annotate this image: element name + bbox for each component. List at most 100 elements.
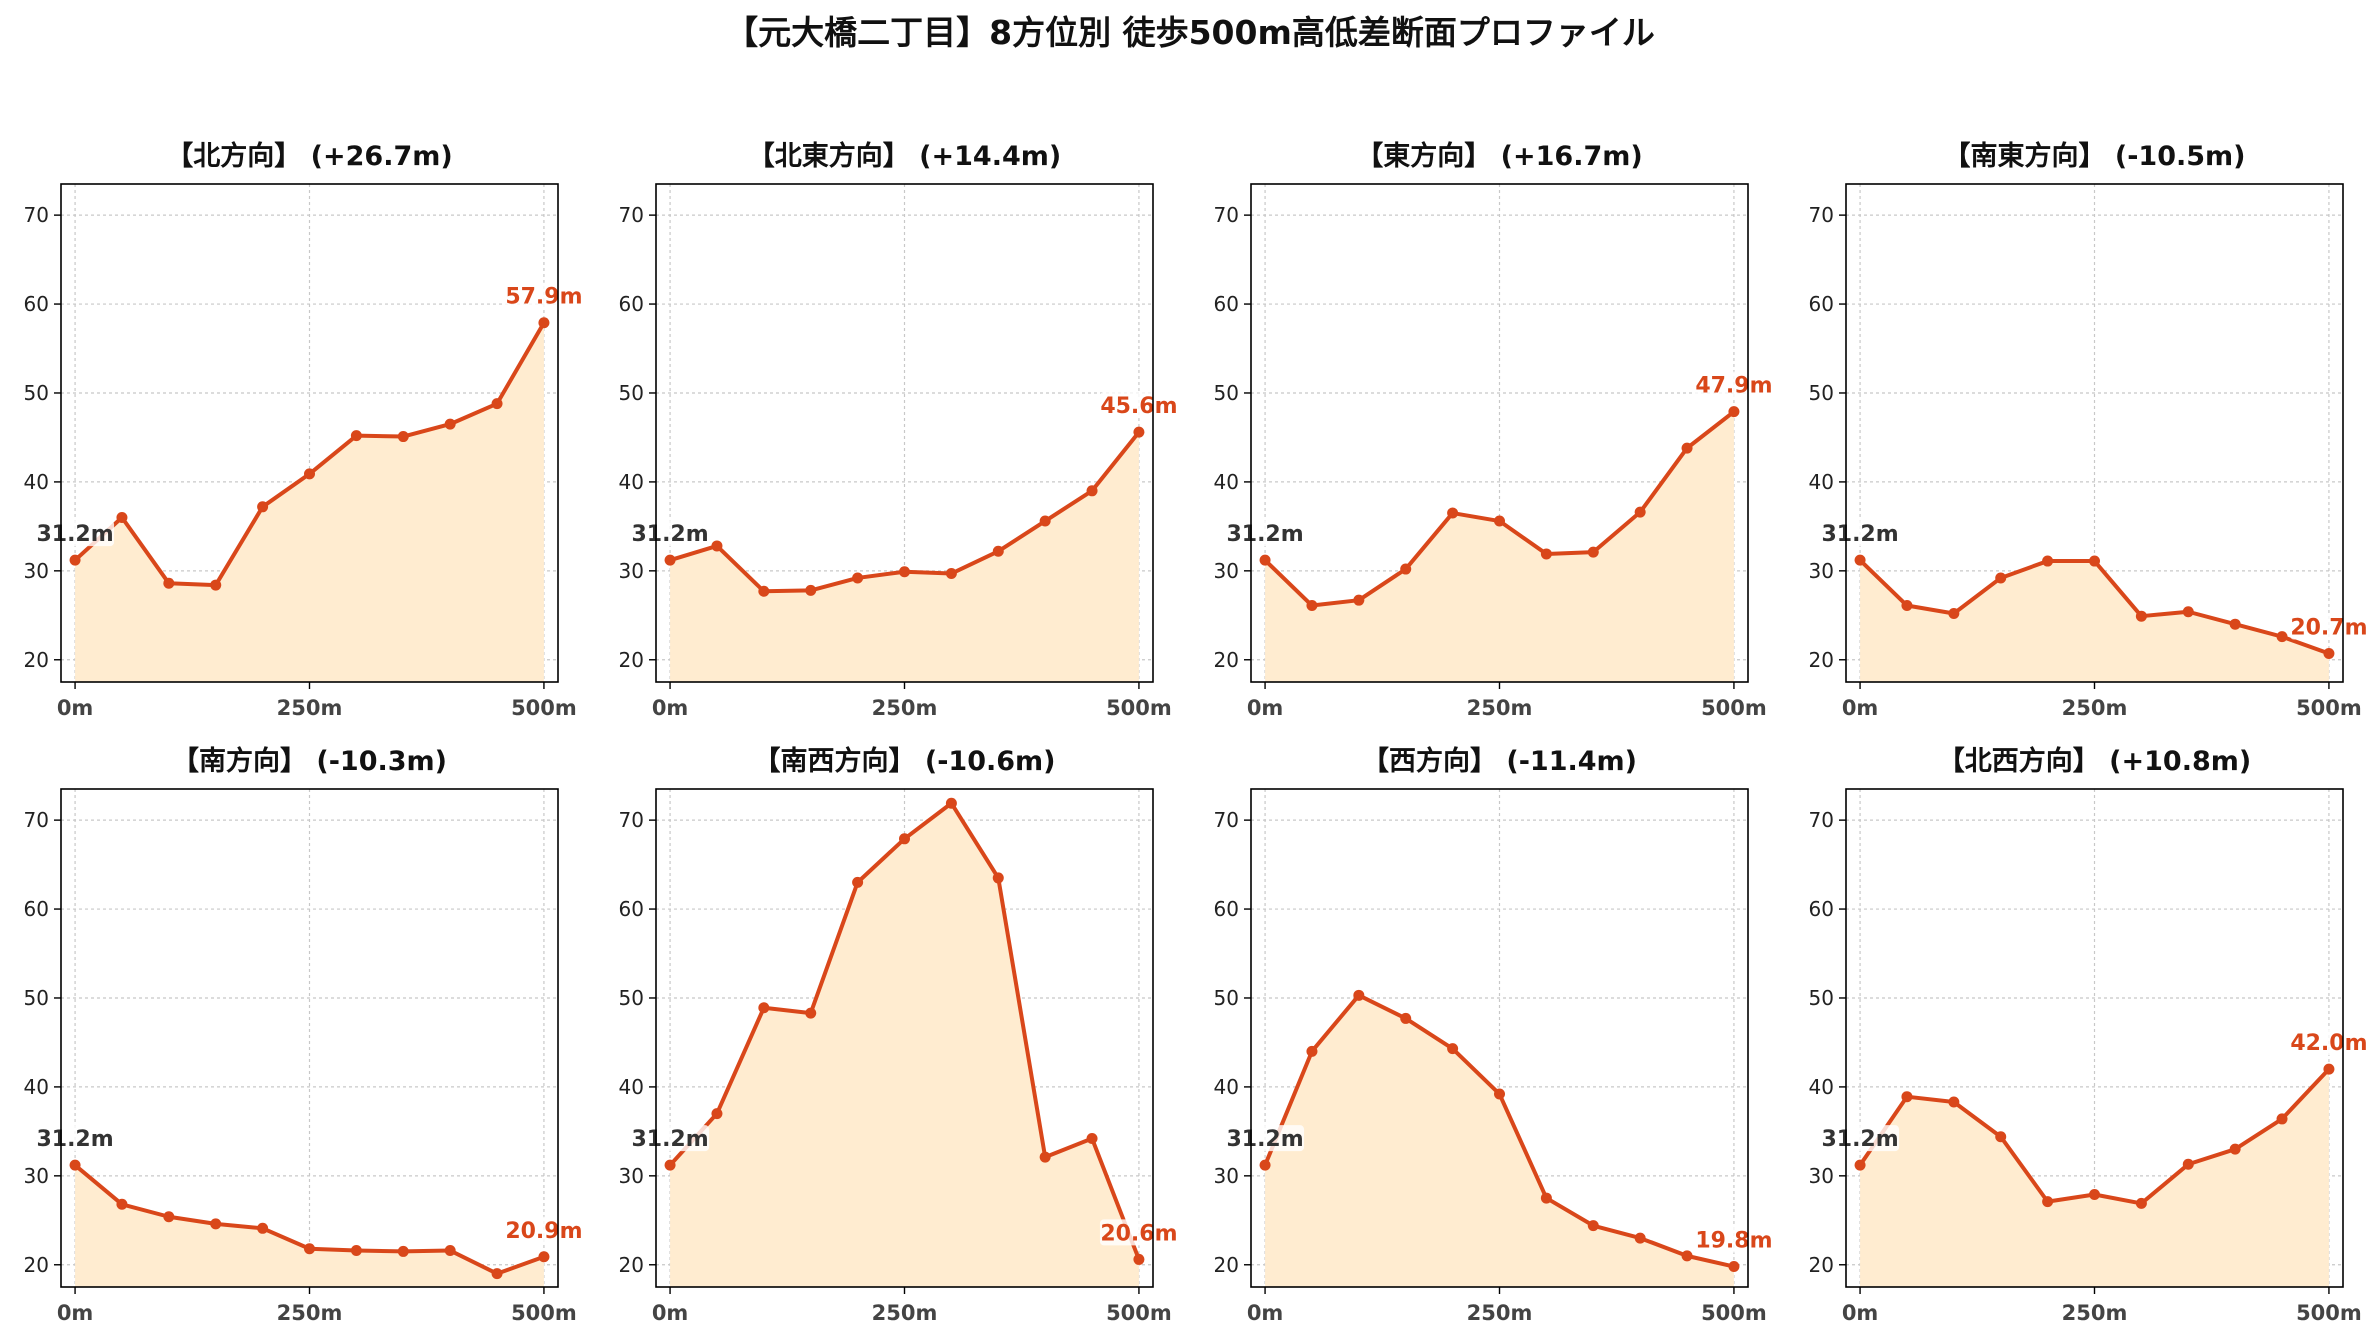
y-tick-label: 50 <box>619 381 644 405</box>
data-point <box>1447 507 1459 519</box>
data-point <box>1854 554 1866 566</box>
data-point <box>2135 610 2147 622</box>
data-point <box>899 566 910 578</box>
end-elevation-label-bg <box>2289 613 2368 640</box>
start-elevation-label-bg <box>36 520 115 547</box>
data-point <box>304 468 315 480</box>
y-tick-label: 50 <box>1214 986 1239 1010</box>
end-elevation-label-bg <box>2289 1029 2368 1056</box>
data-point <box>491 398 503 410</box>
end-elevation-label: 20.6m <box>1100 1221 1177 1246</box>
x-tick-label: 0m <box>1247 696 1284 720</box>
data-point <box>664 554 676 566</box>
y-tick-label: 70 <box>1214 203 1239 227</box>
x-tick-label: 500m <box>2296 1301 2362 1325</box>
data-point <box>1259 1159 1271 1171</box>
data-point <box>1447 1043 1459 1055</box>
elevation-area <box>75 1165 544 1287</box>
y-tick-label: 60 <box>24 897 49 921</box>
data-point <box>538 1251 550 1263</box>
start-elevation-label: 31.2m <box>631 522 708 547</box>
data-point <box>69 1159 81 1171</box>
data-point <box>805 584 817 596</box>
y-tick-label: 70 <box>24 808 49 832</box>
data-point <box>1901 600 1913 612</box>
end-elevation-label: 20.9m <box>505 1219 582 1244</box>
y-tick-label: 50 <box>24 381 49 405</box>
data-point <box>1995 1131 2007 1143</box>
start-elevation-label: 31.2m <box>631 1127 708 1152</box>
start-elevation-label: 31.2m <box>1226 522 1303 547</box>
y-tick-label: 40 <box>1214 1075 1239 1099</box>
chart-panel: 【西方向】 (-11.4m) 31.2m 19.8m 20 30 40 50 60 70 0m 25… <box>1214 745 1773 1325</box>
data-point <box>1039 1151 1051 1163</box>
x-tick-label: 500m <box>1701 696 1767 720</box>
start-elevation-label-bg <box>1821 1125 1900 1152</box>
y-tick-label: 70 <box>619 203 644 227</box>
end-elevation-label-bg <box>1099 392 1178 419</box>
data-point <box>1540 1192 1552 1204</box>
data-point <box>2089 1189 2100 1201</box>
end-elevation-label-bg <box>1099 1219 1178 1246</box>
y-tick-label: 50 <box>619 986 644 1010</box>
y-tick-label: 30 <box>619 1164 644 1188</box>
end-elevation-label-bg <box>504 282 583 309</box>
x-tick-label: 0m <box>1842 696 1879 720</box>
data-point <box>711 540 723 552</box>
y-tick-label: 50 <box>1809 381 1834 405</box>
data-point <box>538 317 550 329</box>
data-point <box>350 1245 362 1257</box>
data-point <box>116 1198 128 1210</box>
figure-title: 【元大橋二丁目】8方位別 徒歩500m高低差断面プロファイル <box>725 13 1655 52</box>
y-tick-label: 40 <box>24 470 49 494</box>
elevation-area <box>670 432 1139 682</box>
elevation-area <box>75 322 544 682</box>
start-elevation-label-bg <box>1226 1125 1305 1152</box>
x-tick-label: 250m <box>277 1301 343 1325</box>
end-elevation-label-bg <box>1694 1226 1773 1253</box>
data-point <box>1634 1232 1646 1244</box>
data-point <box>1306 600 1318 612</box>
end-elevation-label: 47.9m <box>1695 374 1772 399</box>
y-tick-label: 20 <box>24 1253 49 1277</box>
chart-panel: 【北西方向】 (+10.8m) 31.2m 42.0m 20 30 40 50 60 70 0m 2… <box>1809 745 2368 1325</box>
elevation-area <box>1265 411 1734 682</box>
start-elevation-label-bg <box>1226 520 1305 547</box>
y-tick-label: 70 <box>1809 203 1834 227</box>
data-point <box>491 1268 503 1280</box>
x-tick-label: 250m <box>2062 1301 2128 1325</box>
chart-panel: 【南東方向】 (-10.5m) 31.2m 20.7m 20 30 40 50 60 70 0m 2… <box>1809 140 2368 720</box>
data-point <box>1728 406 1740 418</box>
x-tick-label: 250m <box>1467 1301 1533 1325</box>
elevation-area <box>670 803 1139 1287</box>
data-point <box>257 1222 269 1234</box>
data-point <box>945 797 957 809</box>
data-point <box>1494 1088 1505 1100</box>
y-tick-label: 40 <box>1809 470 1834 494</box>
start-elevation-label: 31.2m <box>1226 1127 1303 1152</box>
y-tick-label: 20 <box>1214 1253 1239 1277</box>
x-tick-label: 500m <box>2296 696 2362 720</box>
data-point <box>1353 989 1365 1001</box>
y-tick-label: 70 <box>1214 808 1239 832</box>
y-tick-label: 40 <box>24 1075 49 1099</box>
data-point <box>1854 1159 1866 1171</box>
chart-title: 【南方向】 (-10.3m) <box>172 745 447 777</box>
start-elevation-label: 31.2m <box>36 522 113 547</box>
chart-panel: 【南方向】 (-10.3m) 31.2m 20.9m 20 30 40 50 60 70 0m 25… <box>24 745 583 1325</box>
x-tick-label: 250m <box>277 696 343 720</box>
data-point <box>1728 1261 1740 1273</box>
data-point <box>711 1108 723 1120</box>
chart-title: 【西方向】 (-11.4m) <box>1362 745 1637 777</box>
y-tick-label: 30 <box>1214 1164 1239 1188</box>
end-elevation-label: 42.0m <box>2290 1031 2367 1056</box>
y-tick-label: 40 <box>619 470 644 494</box>
y-tick-label: 60 <box>619 292 644 316</box>
data-point <box>1494 515 1505 527</box>
chart-panel: 【北方向】 (+26.7m) 31.2m 57.9m 20 30 40 50 60 70 0m 25… <box>24 140 583 720</box>
data-point <box>1400 1012 1412 1024</box>
y-tick-label: 30 <box>1809 559 1834 583</box>
data-point <box>444 1245 456 1257</box>
y-tick-label: 40 <box>1809 1075 1834 1099</box>
data-point <box>2229 1143 2241 1155</box>
